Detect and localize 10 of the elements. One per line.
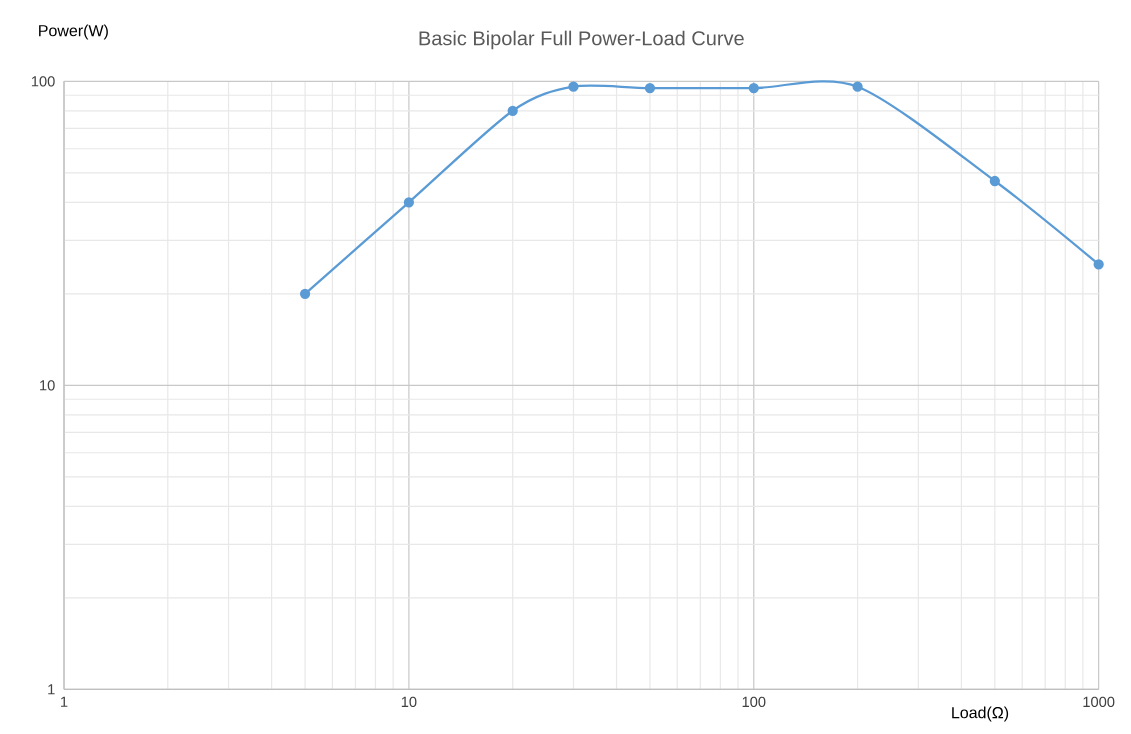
x-axis-title: Load(Ω) xyxy=(952,706,1009,722)
x-tick-label: 100 xyxy=(742,696,766,708)
x-tick-label: 10 xyxy=(401,696,417,708)
y-axis-title: Power(W) xyxy=(39,24,108,40)
y-tick-label: 100 xyxy=(31,76,55,87)
y-tick-label: 1 xyxy=(48,684,55,695)
y-tick-label: 10 xyxy=(40,380,55,391)
chart-title: Basic Bipolar Full Power-Load Curve xyxy=(419,30,744,50)
x-tick-label: 1000 xyxy=(1083,696,1115,708)
x-tick-label: 1 xyxy=(61,696,68,707)
